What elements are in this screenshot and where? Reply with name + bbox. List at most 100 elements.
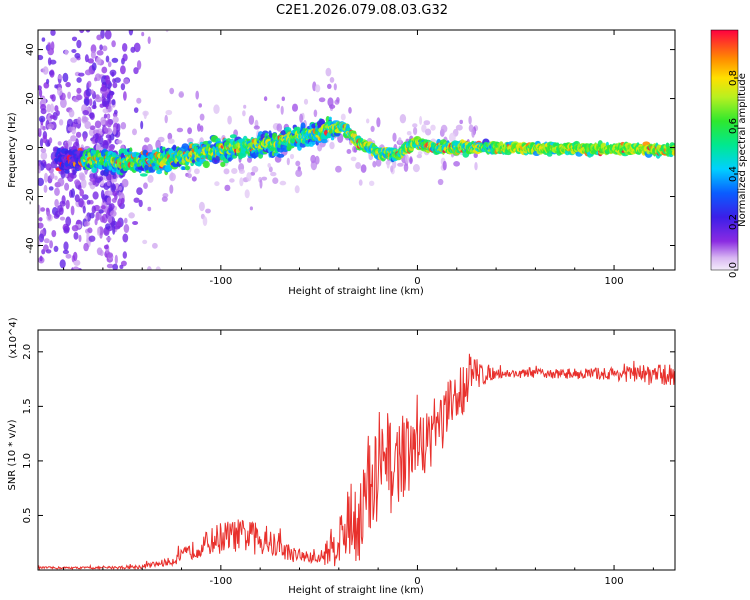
- noise-blob: [421, 124, 427, 133]
- noise-blob: [128, 212, 135, 219]
- noise-blob: [329, 141, 335, 150]
- noise-blob: [38, 54, 44, 61]
- noise-blob: [94, 120, 102, 129]
- noise-blob: [60, 98, 67, 109]
- noise-blob: [81, 178, 87, 189]
- noise-blob: [45, 163, 52, 171]
- ridge-blob: [269, 147, 276, 152]
- noise-blob: [53, 285, 57, 293]
- noise-blob: [178, 91, 184, 98]
- noise-blob: [295, 169, 303, 177]
- noise-blob: [93, 172, 98, 180]
- noise-blob: [147, 36, 151, 44]
- snr-y-multiplier: (x10^4): [8, 317, 19, 358]
- noise-blob: [91, 104, 97, 110]
- noise-blob: [105, 55, 110, 63]
- noise-blob: [92, 191, 99, 200]
- noise-blob: [412, 123, 418, 128]
- noise-blob: [75, 131, 82, 138]
- noise-blob: [64, 182, 70, 191]
- noise-blob: [100, 86, 108, 92]
- noise-blob: [199, 113, 205, 121]
- noise-blob: [82, 116, 89, 122]
- noise-blob: [299, 113, 303, 123]
- noise-blob: [99, 44, 103, 51]
- noise-blob: [317, 144, 323, 152]
- noise-blob: [37, 278, 41, 283]
- noise-blob: [103, 126, 108, 132]
- noise-blob: [453, 161, 460, 167]
- noise-blob: [376, 117, 381, 128]
- noise-blob: [136, 60, 142, 70]
- noise-blob: [399, 114, 407, 124]
- noise-blob: [83, 242, 89, 252]
- noise-blob: [390, 165, 394, 173]
- noise-blob: [122, 43, 128, 52]
- noise-blob: [95, 132, 99, 139]
- noise-blob: [292, 103, 298, 112]
- noise-blob: [42, 66, 49, 75]
- noise-blob: [62, 72, 69, 83]
- y-tick-label: 20: [25, 92, 36, 105]
- noise-blob: [244, 189, 250, 199]
- noise-blob: [70, 188, 75, 198]
- noise-blob: [117, 286, 123, 295]
- noise-blob: [39, 255, 43, 262]
- noise-blob: [89, 125, 96, 130]
- noise-blob: [289, 153, 295, 160]
- noise-blob: [104, 30, 112, 40]
- noise-blob: [39, 138, 44, 148]
- noise-blob: [360, 164, 367, 173]
- noise-blob: [65, 81, 71, 88]
- noise-blob: [112, 225, 116, 235]
- noise-blob: [61, 195, 66, 205]
- spectrogram-y-label: Frequency (Hz): [7, 112, 18, 188]
- noise-blob: [133, 42, 141, 53]
- noise-blob: [397, 162, 404, 167]
- noise-blob: [112, 116, 119, 124]
- noise-blob: [386, 161, 390, 169]
- ridge-blob: [320, 138, 328, 144]
- noise-blob: [96, 247, 103, 256]
- figure-title: C2E1.2026.079.08.03.G32: [276, 3, 448, 18]
- noise-blob: [71, 49, 77, 53]
- snr-y-label: SNR (10 * v/v): [7, 419, 18, 490]
- ridge-blob: [78, 166, 82, 171]
- noise-blob: [120, 65, 126, 75]
- noise-blob: [82, 205, 86, 214]
- noise-blob: [471, 128, 475, 138]
- noise-blob: [161, 196, 168, 202]
- noise-blob: [167, 138, 175, 144]
- snr-axes: -100 0 100 0.5 1.0 1.5 2.0: [22, 330, 675, 587]
- colorbar-tick-label: 0.6: [728, 118, 739, 134]
- ridge-blob: [139, 173, 148, 177]
- noise-blob: [76, 39, 82, 49]
- colorbar-tick-label: 0.2: [728, 214, 739, 230]
- noise-blob: [78, 72, 85, 77]
- noise-blob: [77, 116, 82, 124]
- noise-blob: [98, 209, 104, 214]
- snr-plot-area: [38, 353, 675, 570]
- noise-blob: [40, 148, 47, 153]
- noise-blob: [325, 67, 332, 77]
- noise-blob: [102, 97, 108, 108]
- noise-blob: [90, 44, 97, 54]
- noise-blob: [38, 222, 44, 229]
- noise-blob: [406, 131, 412, 136]
- spectrogram-frame: [37, 29, 676, 271]
- y-tick-label: 40: [25, 43, 36, 56]
- noise-blob: [111, 57, 119, 63]
- noise-blob: [116, 123, 121, 133]
- noise-blob: [372, 160, 377, 168]
- noise-blob: [112, 82, 118, 89]
- noise-blob: [122, 53, 128, 62]
- noise-blob: [39, 89, 43, 97]
- noise-blob: [47, 42, 52, 50]
- noise-blob: [270, 171, 277, 177]
- noise-blob: [37, 299, 40, 309]
- noise-blob: [38, 177, 44, 187]
- noise-blob: [89, 1, 96, 7]
- colorbar-tick-label: 0.0: [728, 262, 739, 278]
- noise-blob: [58, 207, 64, 215]
